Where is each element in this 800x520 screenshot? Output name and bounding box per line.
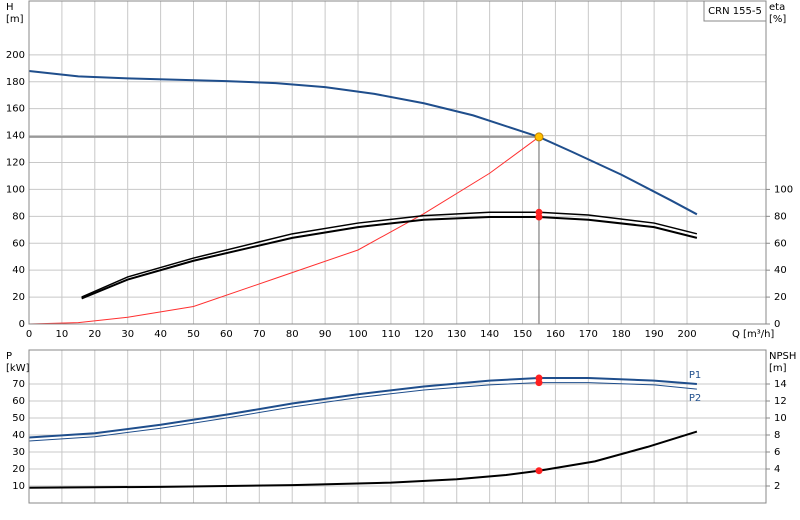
- plot-frame: [28, 349, 767, 504]
- x-tick-label: 90: [319, 329, 332, 340]
- series-line: [28, 69, 698, 216]
- x-tick-label: 190: [645, 329, 664, 340]
- x-tick-label: 80: [286, 329, 299, 340]
- marker: [535, 213, 543, 221]
- y-tick-label: 180: [6, 77, 25, 88]
- y-tick-label: 60: [12, 396, 25, 407]
- marker: [535, 467, 543, 475]
- x-tick-label: 130: [447, 329, 466, 340]
- y2-tick-label: 14: [774, 379, 787, 390]
- y-tick-label: 120: [6, 158, 25, 169]
- x-tick-label: 10: [56, 329, 69, 340]
- series-label: P2: [689, 393, 701, 404]
- legend-text: CRN 155-5: [708, 6, 762, 17]
- y2-axis-label: eta: [769, 2, 785, 13]
- y2-tick-label: 20: [774, 292, 787, 303]
- y-tick-label: 30: [12, 447, 25, 458]
- legend-box: [703, 0, 767, 22]
- y-tick-label: 140: [6, 131, 25, 142]
- y-axis-label: P: [6, 351, 12, 362]
- x-tick-label: 160: [546, 329, 565, 340]
- x-tick-label: 40: [154, 329, 167, 340]
- y-tick-label: 40: [12, 430, 25, 441]
- y-tick-label: 50: [12, 413, 25, 424]
- y2-tick-label: 60: [774, 238, 787, 249]
- y-tick-label: 70: [12, 379, 25, 390]
- y-axis-label: H: [6, 2, 14, 13]
- y-tick-label: 0: [19, 319, 25, 330]
- x-tick-label: 30: [121, 329, 134, 340]
- y-tick-label: 200: [6, 50, 25, 61]
- y2-tick-label: 4: [774, 464, 780, 475]
- y2-tick-label: 100: [774, 184, 793, 195]
- y-axis-unit: [m]: [6, 14, 24, 25]
- plot-background: [29, 350, 766, 503]
- x-axis-label: Q [m³/h]: [732, 329, 774, 340]
- x-tick-label: 110: [381, 329, 400, 340]
- series-line: [28, 430, 698, 489]
- y2-tick-label: 40: [774, 265, 787, 276]
- x-tick-label: 120: [414, 329, 433, 340]
- y2-tick-label: 2: [774, 481, 780, 492]
- y-axis-unit: [kW]: [6, 363, 30, 374]
- y2-tick-label: 0: [774, 319, 780, 330]
- y-tick-label: 20: [12, 292, 25, 303]
- y-tick-label: 20: [12, 464, 25, 475]
- y-tick-label: 10: [12, 481, 25, 492]
- y2-tick-label: 10: [774, 413, 787, 424]
- y2-axis-unit: [m]: [769, 363, 787, 374]
- x-tick-label: 140: [480, 329, 499, 340]
- x-tick-label: 200: [677, 329, 696, 340]
- y-tick-label: 40: [12, 265, 25, 276]
- y-tick-label: 80: [12, 211, 25, 222]
- x-tick-label: 50: [187, 329, 200, 340]
- x-tick-label: 180: [612, 329, 631, 340]
- duty-point: [534, 132, 544, 142]
- y2-tick-label: 80: [774, 211, 787, 222]
- x-tick-label: 70: [253, 329, 266, 340]
- series-line: [28, 377, 697, 439]
- x-tick-label: 20: [88, 329, 101, 340]
- plot-frame: [28, 0, 767, 325]
- series-label: P1: [689, 370, 701, 381]
- x-tick-label: 0: [26, 329, 32, 340]
- y-tick-label: 160: [6, 104, 25, 115]
- x-tick-label: 170: [579, 329, 598, 340]
- x-tick-label: 150: [513, 329, 532, 340]
- y-tick-label: 60: [12, 238, 25, 249]
- series-line: [28, 382, 697, 442]
- y2-tick-label: 12: [774, 396, 787, 407]
- series-line: [28, 136, 540, 325]
- x-tick-label: 100: [348, 329, 367, 340]
- y2-axis-unit: [%]: [769, 14, 786, 25]
- y2-axis-label: NPSH: [769, 351, 796, 362]
- x-tick-label: 60: [220, 329, 233, 340]
- marker: [535, 379, 543, 387]
- series-line: [81, 211, 698, 298]
- series-line: [81, 216, 698, 300]
- y2-tick-label: 6: [774, 447, 780, 458]
- y2-tick-label: 8: [774, 430, 780, 441]
- y-tick-label: 100: [6, 184, 25, 195]
